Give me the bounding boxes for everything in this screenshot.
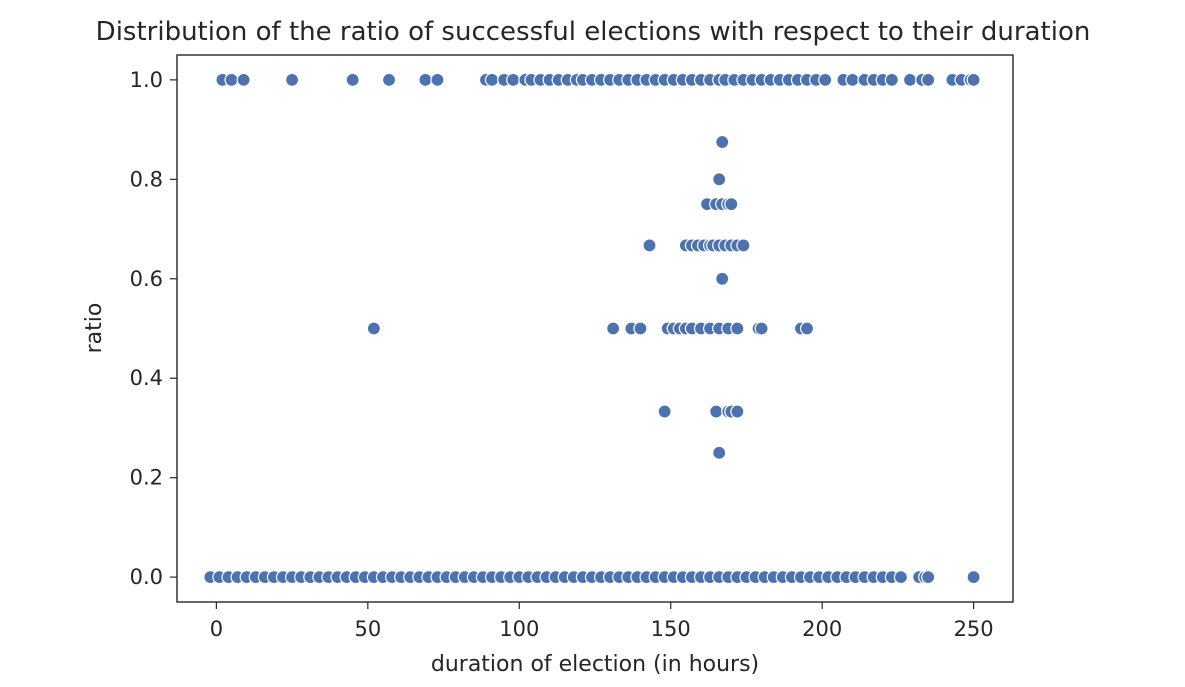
plot-area-frame bbox=[176, 54, 1014, 603]
x-tick-label: 200 bbox=[802, 617, 842, 641]
x-axis-label: duration of election (in hours) bbox=[431, 652, 759, 677]
data-point-78 bbox=[736, 238, 751, 253]
data-point-11 bbox=[506, 72, 521, 87]
data-point-80 bbox=[366, 321, 381, 336]
data-point-5 bbox=[381, 72, 397, 87]
data-point-4 bbox=[345, 72, 360, 87]
data-point-61 bbox=[712, 172, 727, 187]
data-point-52 bbox=[884, 72, 899, 87]
data-point-102 bbox=[730, 404, 745, 419]
y-tick-label: 0.0 bbox=[130, 565, 163, 589]
data-point-98 bbox=[657, 404, 672, 419]
data-point-7 bbox=[430, 72, 445, 87]
x-tick-label: 50 bbox=[354, 617, 381, 641]
data-point-3 bbox=[285, 72, 300, 87]
data-point-79 bbox=[715, 271, 730, 286]
data-point-97 bbox=[799, 321, 815, 336]
data-point-46 bbox=[818, 72, 833, 87]
data-point-60 bbox=[715, 134, 730, 150]
y-tick-label: 1.0 bbox=[130, 68, 163, 92]
points-layer bbox=[203, 72, 981, 585]
data-point-9 bbox=[484, 72, 500, 87]
data-point-83 bbox=[633, 321, 648, 336]
y-axis: 0.0 0.2 0.4 0.6 0.8 1.0 bbox=[130, 68, 177, 589]
data-point-184 bbox=[966, 570, 981, 585]
y-tick-label: 0.8 bbox=[130, 167, 163, 191]
y-tick-label: 0.4 bbox=[130, 366, 163, 390]
data-point-55 bbox=[921, 72, 936, 87]
data-point-103 bbox=[712, 445, 727, 460]
x-tick-label: 100 bbox=[499, 617, 539, 641]
data-point-53 bbox=[902, 72, 918, 87]
data-point-183 bbox=[921, 570, 936, 585]
data-point-81 bbox=[606, 321, 621, 336]
data-point-99 bbox=[709, 404, 724, 419]
data-point-93 bbox=[730, 321, 745, 336]
data-point-2 bbox=[236, 72, 251, 87]
y-tick-label: 0.2 bbox=[130, 466, 163, 490]
y-tick-label: 0.6 bbox=[130, 267, 163, 291]
data-point-180 bbox=[893, 570, 909, 585]
data-point-59 bbox=[966, 72, 981, 87]
x-tick-label: 250 bbox=[954, 617, 994, 641]
x-axis: 0 50 100 150 200 250 bbox=[210, 602, 994, 641]
data-point-6 bbox=[418, 72, 433, 87]
data-point-95 bbox=[754, 321, 769, 336]
chart-title: Distribution of the ratio of successful … bbox=[96, 17, 1091, 47]
x-tick-label: 0 bbox=[210, 617, 223, 641]
data-point-1 bbox=[224, 72, 239, 87]
x-tick-label: 150 bbox=[651, 617, 691, 641]
data-point-48 bbox=[845, 72, 860, 87]
y-axis-label: ratio bbox=[82, 303, 107, 354]
data-point-66 bbox=[724, 197, 739, 212]
data-point-67 bbox=[642, 238, 657, 253]
